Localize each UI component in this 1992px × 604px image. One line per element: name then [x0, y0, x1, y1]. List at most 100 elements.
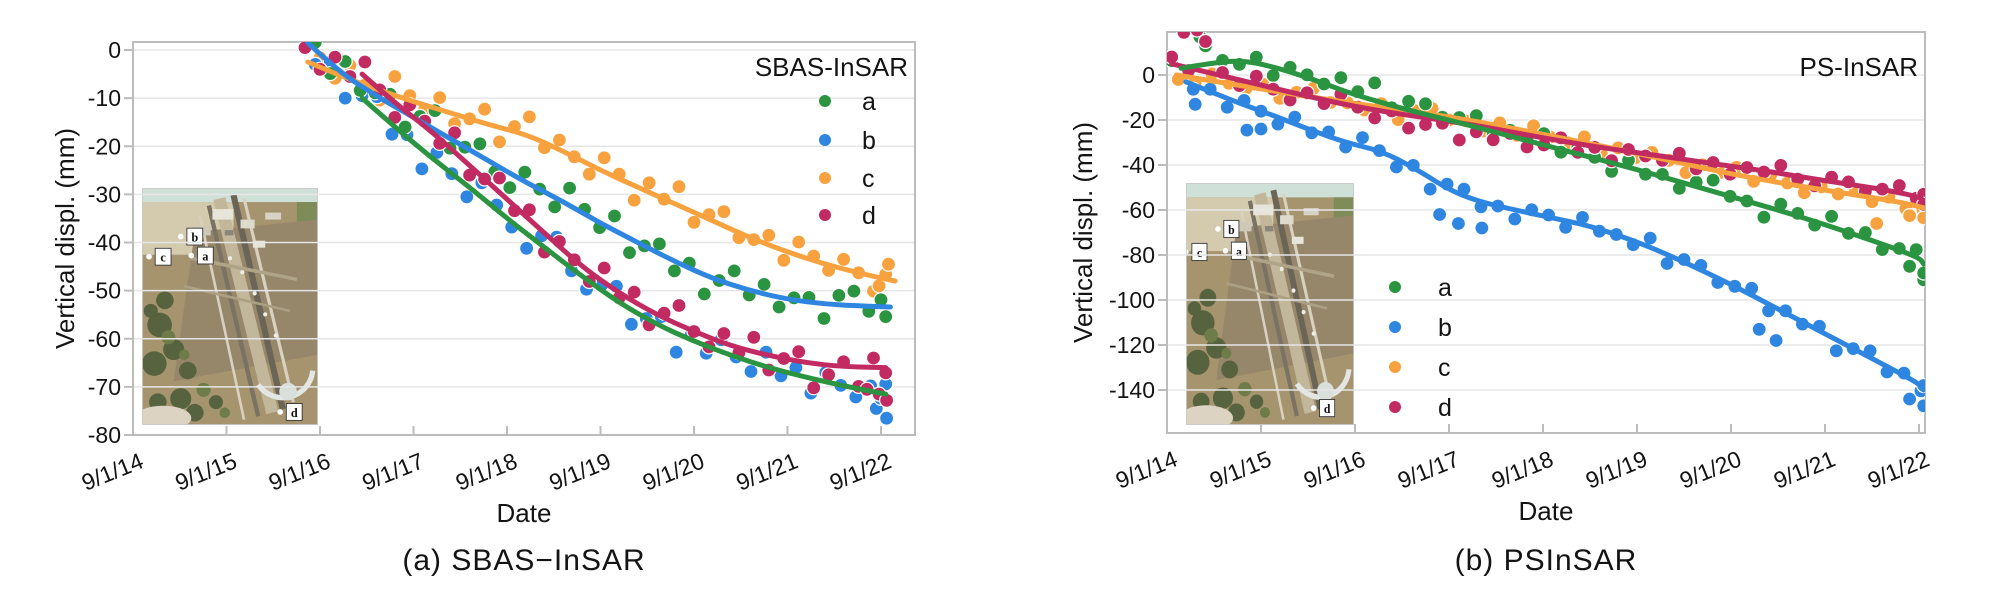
inset-trees	[142, 351, 167, 376]
data-point	[1823, 208, 1840, 224]
data-point	[459, 189, 475, 205]
data-point	[878, 410, 895, 426]
satellite-inset: ba c d	[1186, 183, 1354, 425]
inset-sand	[1186, 405, 1234, 425]
x-axis-label: Date	[497, 498, 552, 528]
x-tick-label: 9/1/17	[358, 448, 427, 496]
inset-point-label-a: a	[202, 249, 208, 263]
inset-point-marker-a	[1222, 247, 1229, 254]
trend-line-a	[1178, 58, 1925, 267]
legend-dot-d	[1389, 401, 1401, 413]
y-axis-label: Vertical displ. (mm)	[50, 128, 80, 349]
data-point	[561, 180, 578, 196]
satellite-inset: ba c d	[142, 188, 318, 425]
y-tick-label: 0	[1142, 62, 1155, 88]
inset-point-marker-d	[1310, 405, 1317, 411]
x-tick-label: 9/1/17	[1394, 446, 1463, 494]
inset-building	[1291, 236, 1304, 244]
inset-speck	[1311, 331, 1316, 336]
x-tick-label: 9/1/15	[1206, 446, 1275, 494]
data-point	[831, 287, 847, 303]
data-point	[671, 297, 687, 314]
inset-speck	[273, 333, 278, 338]
inset-building	[240, 219, 255, 229]
x-axis-label: Date	[1519, 496, 1574, 526]
data-point	[696, 286, 712, 302]
y-tick-label: -40	[88, 230, 121, 256]
x-tick-label: 9/1/19	[1582, 446, 1651, 494]
inset-trees	[196, 382, 211, 397]
inset-trees	[178, 361, 197, 380]
y-tick-label: -80	[88, 422, 121, 448]
y-tick-label: -140	[1109, 377, 1155, 403]
data-point	[491, 170, 508, 186]
data-point	[1176, 32, 1192, 40]
y-tick-label: -40	[1122, 152, 1155, 178]
inset-trees	[1259, 407, 1270, 418]
inset-trees	[1212, 387, 1234, 409]
legend-dot-c	[819, 172, 831, 184]
y-axis-label: Vertical displ. (mm)	[1068, 122, 1098, 343]
data-point	[1417, 96, 1434, 112]
data-point	[776, 252, 792, 268]
data-point	[1901, 208, 1918, 224]
inset-trees	[1199, 288, 1217, 307]
x-tick-label: 9/1/20	[1676, 446, 1745, 494]
data-point	[880, 256, 897, 272]
data-point	[432, 89, 448, 106]
inset-point-marker-d	[277, 409, 283, 415]
inset-point-chip-c	[1191, 242, 1208, 262]
inset-sand	[142, 405, 192, 425]
y-tick-label: -60	[88, 326, 121, 352]
data-point	[477, 101, 493, 117]
caption-sbas: (a) SBAS−InSAR	[402, 544, 646, 577]
data-point	[596, 150, 612, 166]
data-point	[1768, 332, 1784, 349]
x-tick-label: 9/1/21	[1770, 446, 1839, 494]
plot-data	[1167, 32, 1925, 414]
data-point	[606, 208, 623, 224]
data-point	[491, 134, 508, 150]
data-point	[1916, 398, 1925, 414]
data-point	[337, 90, 353, 106]
inset-speck	[1301, 309, 1306, 315]
data-point	[791, 344, 807, 360]
inset-point-chip-b	[1223, 219, 1240, 239]
data-point	[756, 276, 772, 292]
inset-runway	[206, 205, 261, 417]
inset-building	[212, 209, 234, 220]
y-tick-label: -120	[1109, 332, 1155, 358]
inset-trees	[1221, 347, 1232, 359]
data-point	[1828, 343, 1844, 359]
inset-trees	[1204, 328, 1218, 343]
data-point	[716, 325, 732, 342]
inset-trees	[1221, 360, 1239, 379]
inset-terminal	[1317, 381, 1334, 400]
trend-line-d	[1169, 61, 1925, 204]
data-point	[621, 245, 638, 261]
legend-label-d: d	[862, 202, 876, 230]
inset-runway	[242, 198, 295, 403]
inset-speck	[1279, 266, 1284, 272]
inset-trees	[208, 395, 223, 410]
data-point	[816, 310, 832, 327]
plot-data	[297, 42, 898, 426]
inset-point-chip-d	[285, 403, 303, 421]
data-point	[771, 299, 787, 315]
legend-label-c: c	[1438, 354, 1451, 382]
legend-title: PS-InSAR	[1800, 52, 1919, 82]
data-point	[1354, 130, 1371, 146]
inset-runway	[1232, 252, 1335, 278]
inset-trees	[143, 303, 158, 318]
inset-point-marker-b	[177, 233, 184, 240]
plot-frame	[1166, 31, 1926, 434]
inset-building	[1280, 215, 1294, 225]
inset-runway	[1226, 282, 1328, 310]
trend-line-a	[359, 95, 889, 397]
inset-speck	[1291, 288, 1296, 293]
trend-line-c	[305, 59, 898, 284]
inset-trees	[178, 349, 190, 361]
data-point	[1400, 120, 1417, 136]
data-point	[726, 263, 742, 279]
